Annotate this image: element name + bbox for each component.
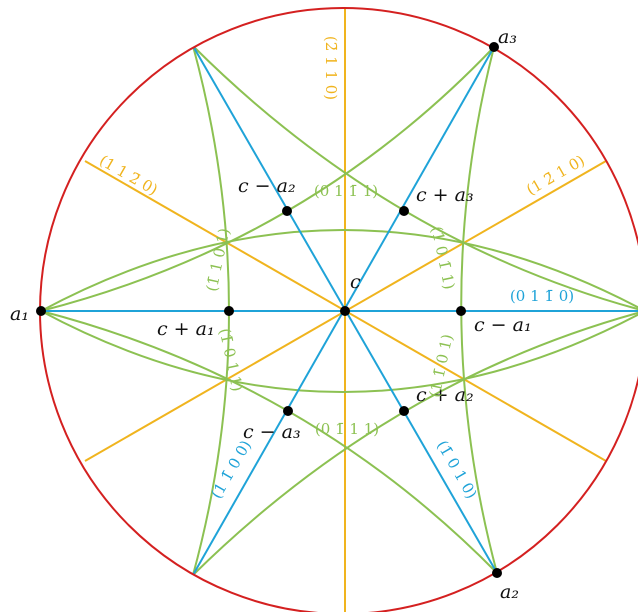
point bbox=[340, 306, 350, 316]
plane-label: (1̄ 0 1 0) bbox=[433, 437, 481, 502]
green-arc bbox=[40, 310, 638, 393]
point bbox=[399, 206, 409, 216]
point-label: a₂ bbox=[500, 581, 519, 603]
point-label: c bbox=[350, 271, 361, 293]
plane-label: (1 2̄ 1 0) bbox=[523, 151, 588, 199]
point-label: c − a₃ bbox=[243, 421, 301, 443]
plane-label: (1 1 2̄ 0) bbox=[96, 151, 161, 199]
plane-label: (0 1̄ 1 1) bbox=[315, 420, 379, 438]
point-label: a₃ bbox=[498, 26, 517, 48]
plane-label: (0 1 1̄ 0) bbox=[510, 287, 574, 305]
plane-label: (1 0 1̄ 1) bbox=[428, 225, 459, 292]
point-label: c + a₂ bbox=[416, 384, 474, 406]
plane-label: (0 1 1̄ 1) bbox=[314, 182, 378, 200]
point-label: c + a₃ bbox=[416, 184, 474, 206]
point bbox=[492, 568, 502, 578]
point bbox=[224, 306, 234, 316]
point bbox=[283, 406, 293, 416]
point-label: a₁ bbox=[10, 303, 29, 325]
points bbox=[36, 42, 502, 578]
green-arc bbox=[40, 229, 638, 312]
point bbox=[456, 306, 466, 316]
plane-label: (1 1̄ 0 0) bbox=[207, 437, 255, 502]
point bbox=[36, 306, 46, 316]
point bbox=[399, 406, 409, 416]
point bbox=[489, 42, 499, 52]
plane-label: (2̄ 1 1 0) bbox=[322, 36, 340, 100]
point-label: c − a₁ bbox=[474, 314, 532, 336]
point bbox=[282, 206, 292, 216]
point-label: c + a₁ bbox=[157, 318, 215, 340]
point-label: c − a₂ bbox=[238, 175, 296, 197]
